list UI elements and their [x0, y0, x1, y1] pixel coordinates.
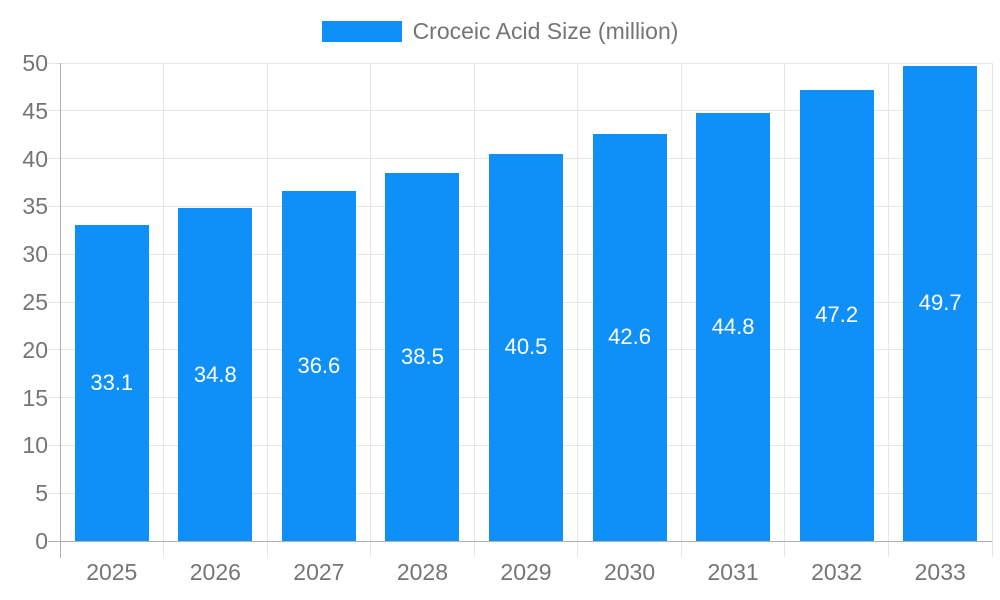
legend-swatch-icon — [321, 20, 402, 42]
bar-value-label: 49.7 — [918, 290, 962, 316]
bar-2029[interactable] — [489, 153, 563, 541]
y-axis-tick — [48, 205, 60, 207]
gridline-vertical — [887, 63, 889, 541]
gridline-vertical — [577, 63, 579, 541]
x-axis-tick — [266, 541, 268, 557]
bar-2033[interactable] — [903, 65, 978, 541]
chart-legend[interactable]: Croceic Acid Size (million) — [0, 14, 1000, 48]
y-axis-tick-label: 50 — [22, 50, 48, 76]
x-axis-tick-label: 2030 — [603, 559, 656, 585]
y-axis-tick — [48, 492, 60, 494]
bar-value-label: 40.5 — [504, 334, 548, 360]
x-axis-tick — [680, 541, 682, 557]
y-axis-tick-label: 35 — [22, 193, 48, 220]
gridline-vertical — [163, 63, 165, 541]
x-axis-tick-label: 2025 — [86, 559, 138, 585]
x-axis-tick — [370, 541, 372, 557]
legend-label: Croceic Acid Size (million) — [412, 17, 679, 44]
x-axis-tick — [473, 541, 475, 557]
bar-value-label: 34.8 — [193, 361, 237, 387]
x-axis-tick-label: 2027 — [293, 559, 345, 585]
bar-2028[interactable] — [385, 172, 460, 541]
bar-2027[interactable] — [281, 191, 356, 541]
bar-value-label: 47.2 — [815, 302, 859, 328]
x-axis-tick — [784, 541, 786, 557]
y-axis-tick — [48, 110, 60, 112]
x-axis-tick-label: 2033 — [914, 559, 966, 585]
gridline-horizontal — [60, 62, 992, 64]
x-axis-line — [48, 541, 992, 542]
bar-value-label: 38.5 — [401, 343, 444, 369]
gridline-vertical — [370, 63, 372, 541]
bar-2032[interactable] — [799, 89, 874, 541]
x-axis-tick-label: 2032 — [811, 559, 863, 585]
y-axis-tick-label: 20 — [22, 336, 48, 363]
y-axis-tick — [48, 158, 60, 160]
x-axis-tick-label: 2029 — [500, 559, 552, 585]
gridline-vertical — [680, 63, 682, 541]
bar-2030[interactable] — [592, 133, 667, 541]
y-axis-tick — [48, 349, 60, 351]
y-axis-tick-label: 15 — [22, 384, 48, 411]
bar-2031[interactable] — [696, 112, 771, 541]
gridline-vertical — [266, 63, 268, 541]
bar-2026[interactable] — [178, 208, 253, 541]
x-axis-tick-label: 2026 — [189, 559, 241, 585]
x-axis-tick — [887, 541, 889, 557]
y-axis-line — [60, 63, 61, 558]
bar-value-label: 42.6 — [608, 324, 651, 350]
x-axis-tick-label: 2028 — [396, 559, 449, 585]
bar-value-label: 33.1 — [90, 369, 134, 395]
y-axis-tick-label: 0 — [35, 528, 48, 554]
y-axis-tick-label: 5 — [35, 480, 48, 507]
bar-2025[interactable] — [74, 224, 149, 541]
y-axis-tick — [48, 397, 60, 399]
gridline-vertical — [991, 63, 993, 541]
x-axis-tick — [163, 541, 165, 557]
y-axis-tick — [48, 444, 60, 446]
bar-value-label: 44.8 — [711, 313, 755, 339]
y-axis-tick-label: 45 — [22, 97, 48, 124]
bar-value-label: 36.6 — [297, 353, 341, 379]
y-axis-tick — [48, 253, 60, 255]
y-axis-tick-label: 30 — [22, 241, 48, 268]
x-axis-tick — [991, 541, 993, 557]
y-axis-tick-label: 25 — [22, 289, 48, 315]
x-axis-tick-label: 2031 — [707, 559, 759, 585]
y-axis-tick-label: 40 — [22, 145, 48, 172]
y-axis-tick — [48, 62, 60, 64]
gridline-vertical — [784, 63, 786, 541]
gridline-horizontal — [60, 110, 992, 112]
x-axis-tick — [577, 541, 579, 557]
y-axis-tick-label: 10 — [22, 432, 48, 459]
y-axis-tick — [48, 301, 60, 303]
gridline-vertical — [473, 63, 475, 541]
